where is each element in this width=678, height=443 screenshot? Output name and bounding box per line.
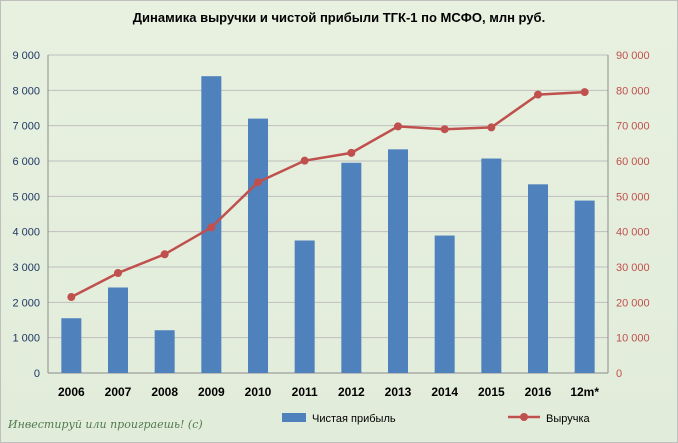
right-axis-ticks: 0 10 000 20 000 30 000 40 000 50 000 60 000 70 …	[616, 50, 650, 380]
left-tick-label: 3 000	[12, 262, 40, 274]
chart-title: Динамика выручки и чистой прибыли ТГК-1 …	[132, 10, 546, 25]
x-tick-label: 2010	[245, 385, 272, 399]
x-tick-label: 2015	[478, 385, 505, 399]
bar	[341, 162, 362, 373]
revenue-point	[394, 122, 402, 131]
legend: Чистая прибыль Выручка	[282, 413, 591, 425]
right-tick-label: 40 000	[616, 227, 650, 239]
bar	[434, 235, 455, 373]
x-tick-label: 2009	[198, 385, 225, 399]
right-tick-label: 30 000	[616, 262, 650, 274]
right-tick-label: 50 000	[616, 191, 650, 203]
grid-lines	[47, 54, 609, 374]
left-tick-label: 5 000	[12, 191, 40, 203]
bar	[61, 318, 82, 373]
x-tick-label: 2014	[431, 385, 458, 399]
left-tick-label: 4 000	[12, 227, 40, 239]
revenue-point	[347, 148, 356, 157]
right-tick-label: 80 000	[616, 85, 650, 97]
left-tick-label: 2 000	[12, 297, 40, 309]
x-axis-ticks: 2006 2007 2008 2009 2010 2011 2012 2013 2014 2015…	[58, 385, 599, 399]
right-tick-label: 60 000	[616, 156, 650, 168]
x-tick-label: 2006	[58, 385, 85, 399]
line-series	[67, 88, 589, 302]
left-axis-ticks: 0 1 000 2 000 3 000 4 000 5 000 6 000 7 000 8 00…	[12, 50, 40, 380]
x-tick-label: 2012	[338, 385, 365, 399]
x-tick-label: 2016	[525, 385, 552, 399]
bar	[248, 118, 268, 373]
bar	[294, 240, 315, 373]
legend-bar-swatch	[282, 413, 306, 422]
revenue-line	[70, 90, 585, 299]
left-tick-label: 7 000	[12, 121, 40, 133]
bar	[388, 149, 408, 373]
revenue-point	[534, 90, 542, 99]
left-tick-label: 6 000	[12, 156, 40, 168]
revenue-point	[67, 293, 76, 302]
revenue-point	[300, 156, 309, 165]
revenue-point	[440, 125, 449, 134]
revenue-point	[487, 123, 496, 132]
x-tick-label: 2011	[292, 385, 318, 399]
x-tick-label: 2008	[151, 385, 178, 399]
x-tick-label: 2013	[385, 385, 412, 399]
left-tick-label: 1 000	[12, 333, 40, 345]
bar	[481, 158, 502, 373]
revenue-point	[254, 178, 262, 187]
bar	[108, 287, 128, 373]
left-tick-label: 0	[34, 368, 40, 380]
right-tick-label: 20 000	[616, 297, 650, 309]
revenue-point	[207, 223, 216, 232]
right-tick-label: 70 000	[616, 121, 650, 133]
right-tick-label: 10 000	[616, 333, 650, 345]
left-tick-label: 8 000	[12, 85, 40, 97]
right-tick-label: 0	[616, 368, 622, 380]
bar	[154, 330, 175, 373]
revenue-point	[114, 269, 122, 278]
x-tick-label: 2007	[105, 385, 132, 399]
bar	[528, 184, 548, 373]
revenue-point	[580, 88, 589, 97]
watermark: Инвестируй или проиграешь! (с)	[8, 418, 203, 431]
revenue-point	[160, 250, 169, 259]
legend-bar-label: Чистая прибыль	[312, 413, 396, 425]
legend-line-marker	[520, 413, 528, 421]
left-tick-label: 9 000	[12, 50, 40, 62]
bar	[574, 200, 595, 373]
right-tick-label: 90 000	[616, 50, 650, 62]
bar-series	[61, 76, 595, 373]
legend-line-label: Выручка	[546, 413, 591, 425]
x-tick-label: 12m*	[570, 385, 599, 399]
